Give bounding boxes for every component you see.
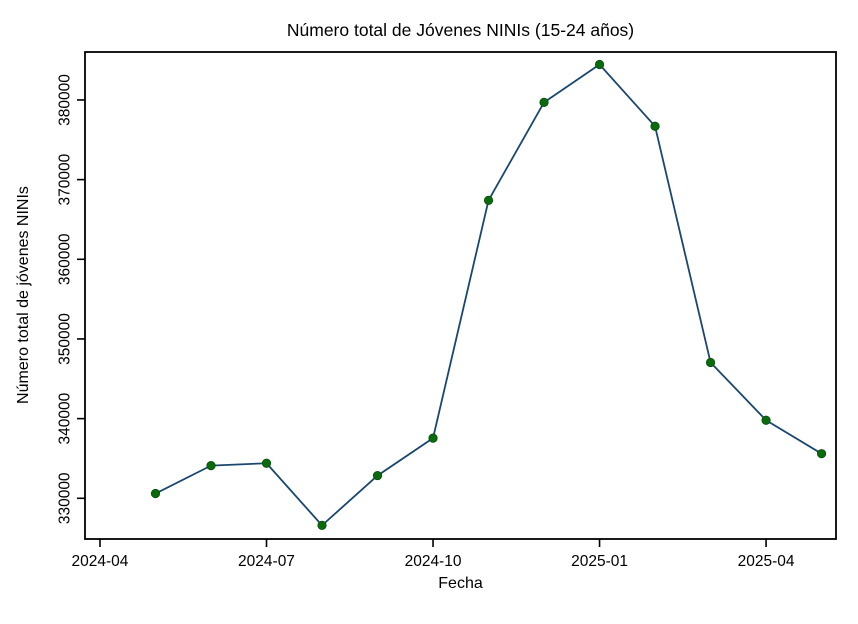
x-tick-label: 2024-10 [405, 553, 462, 570]
data-point [705, 357, 716, 368]
y-tick-label: 360000 [57, 233, 74, 285]
y-tick-label: 340000 [57, 392, 74, 444]
data-point [761, 415, 771, 425]
chart-title: Número total de Jóvenes NINIs (15-24 año… [286, 20, 635, 40]
data-point [261, 458, 272, 468]
data-point [539, 97, 549, 107]
plot-border [84, 51, 837, 540]
x-tick-label: 2024-04 [72, 553, 129, 570]
data-point [428, 433, 438, 443]
data-point [317, 520, 327, 530]
x-axis-label: Fecha [438, 575, 483, 592]
data-point [372, 470, 383, 481]
data-point [594, 59, 605, 70]
data-point [150, 488, 161, 499]
y-tick-label: 350000 [57, 313, 74, 365]
data-point [816, 449, 827, 459]
x-tick-label: 2025-01 [571, 553, 628, 570]
data-point [206, 461, 216, 471]
x-tick-label: 2024-07 [238, 553, 295, 570]
y-tick-label: 380000 [57, 74, 74, 126]
y-tick-label: 370000 [57, 153, 74, 205]
data-point [650, 121, 660, 131]
y-axis-label: Número total de jóvenes NINIs [15, 186, 32, 404]
x-tick-label: 2025-04 [738, 553, 795, 570]
y-tick-label: 330000 [57, 472, 74, 524]
data-line [155, 63, 823, 527]
data-point [483, 195, 494, 205]
